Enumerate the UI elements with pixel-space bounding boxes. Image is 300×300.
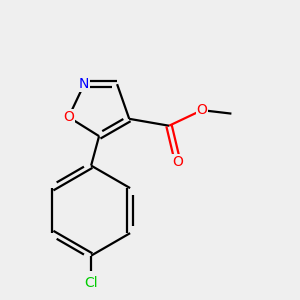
Text: O: O — [172, 155, 183, 169]
Text: Cl: Cl — [84, 276, 98, 290]
Text: O: O — [63, 110, 74, 124]
Text: O: O — [196, 103, 207, 117]
Text: N: N — [79, 77, 89, 91]
